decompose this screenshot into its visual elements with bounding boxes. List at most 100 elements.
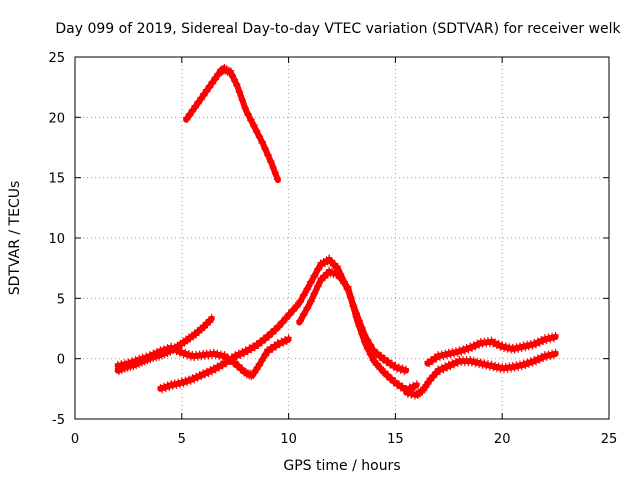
data-point [141, 357, 148, 364]
data-point [298, 318, 305, 325]
data-point [492, 361, 499, 368]
data-point [433, 371, 440, 378]
data-point [200, 369, 207, 376]
data-point [209, 369, 216, 376]
data-point [334, 269, 341, 276]
axis-tick-labels: 0 5 10 15 20 25 -5 0 5 10 15 20 25 [48, 51, 617, 447]
series-arc-rise-to-peak [157, 254, 410, 394]
data-point [235, 361, 242, 368]
data-point [177, 382, 184, 389]
data-point [536, 357, 543, 364]
x-tick-label: 10 [280, 432, 297, 447]
data-point [353, 315, 360, 322]
data-point [324, 259, 331, 266]
data-point [334, 263, 341, 270]
data-point [257, 362, 264, 369]
series-arc-west-dip [114, 334, 292, 381]
data-point [232, 351, 239, 358]
data-point [214, 349, 221, 356]
data-point [374, 349, 381, 356]
data-point [499, 341, 506, 348]
data-point [513, 343, 520, 350]
data-point [411, 385, 418, 392]
data-point [282, 335, 289, 342]
data-point [262, 145, 269, 152]
data-point [388, 374, 395, 381]
data-point [540, 356, 547, 363]
data-point [308, 298, 315, 305]
data-point [508, 366, 515, 373]
data-point [184, 116, 191, 123]
data-point [198, 96, 205, 103]
data-point [257, 133, 264, 140]
data-point [240, 97, 247, 104]
data-point [517, 360, 523, 367]
data-point [406, 388, 413, 395]
data-point [465, 347, 472, 354]
data-point [511, 347, 518, 354]
data-point [175, 346, 182, 353]
data-point [451, 362, 458, 369]
data-point [123, 362, 130, 369]
data-point [527, 357, 534, 364]
data-point [345, 283, 352, 290]
data-point [348, 294, 355, 301]
data-point [210, 80, 217, 87]
data-point [312, 273, 319, 280]
data-point [118, 367, 125, 374]
data-point [438, 364, 445, 371]
data-point [495, 362, 502, 369]
data-point [477, 358, 484, 365]
data-point [301, 311, 308, 318]
data-point [525, 344, 532, 351]
data-point [139, 353, 146, 360]
series-arc-high-morning [183, 64, 281, 184]
data-point [269, 331, 276, 338]
data-point [392, 377, 399, 384]
data-point [180, 381, 187, 388]
data-point [177, 350, 184, 357]
data-point [378, 352, 385, 359]
data-point [157, 346, 164, 353]
data-point [270, 163, 277, 170]
data-point [193, 104, 200, 111]
data-point [381, 368, 388, 375]
data-point [164, 344, 171, 351]
data-point [428, 377, 434, 384]
data-point [159, 349, 166, 356]
data-point [404, 391, 411, 398]
series-arc-peak-second [296, 266, 420, 395]
data-point [545, 333, 552, 340]
data-point [162, 386, 169, 393]
data-point [467, 342, 474, 349]
data-point [204, 322, 211, 329]
data-point [182, 348, 189, 355]
data-point [440, 354, 447, 361]
data-point [520, 341, 527, 348]
data-point [331, 268, 338, 275]
data-point [259, 138, 266, 145]
data-point [356, 323, 363, 330]
data-point [534, 354, 541, 361]
y-tick-label: 0 [57, 353, 65, 368]
data-point [201, 372, 208, 379]
y-axis-label: SDTVAR / TECUs [7, 181, 23, 296]
data-point [207, 84, 214, 91]
data-point [481, 359, 488, 366]
data-point [436, 368, 443, 375]
data-point [470, 356, 477, 363]
data-point [488, 360, 495, 367]
data-point [378, 364, 385, 371]
data-point [368, 341, 375, 348]
data-point [463, 344, 470, 351]
data-point [374, 360, 381, 367]
data-point [276, 324, 283, 331]
data-point [338, 274, 345, 281]
data-point [269, 165, 276, 172]
data-point [368, 350, 375, 357]
y-tick-label: 10 [48, 232, 65, 247]
data-point [237, 352, 244, 359]
data-point [230, 72, 237, 79]
data-point [502, 342, 509, 349]
y-tick-label: 20 [48, 111, 65, 126]
